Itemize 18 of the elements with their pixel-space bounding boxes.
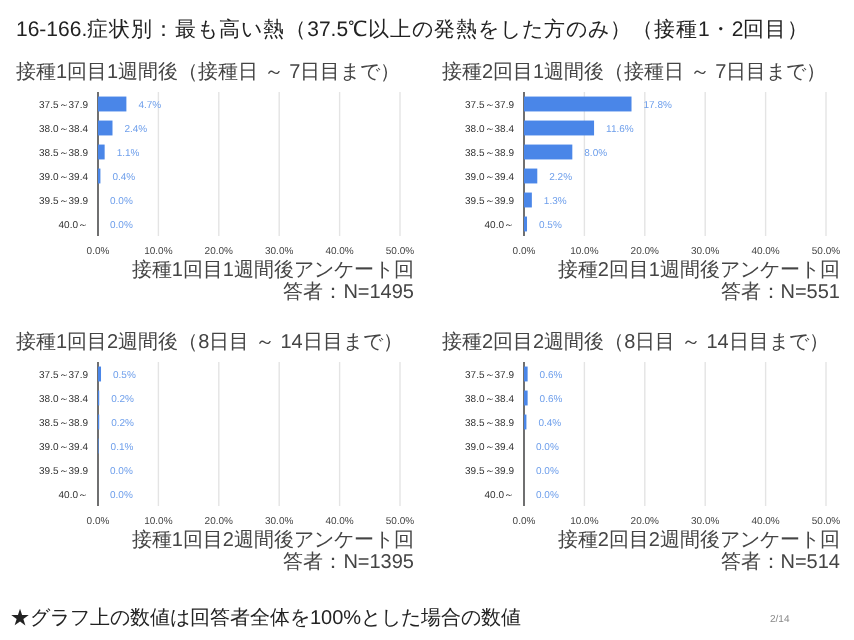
chart-title: 接種1回目1週間後（接種日 ～ 7日目まで） xyxy=(16,62,401,84)
bar xyxy=(524,96,632,112)
bar xyxy=(524,120,595,136)
text: 接種2回目1週間後アンケート回答者：N=551 xyxy=(555,260,840,304)
text: 接種2回目2週間後アンケート回答者：N=514 xyxy=(555,530,840,574)
chart-title: 接種2回目1週間後（接種日 ～ 7日目まで） xyxy=(442,62,827,84)
chart-title: 接種1回目2週間後（8日目 ～ 14日目まで） xyxy=(16,332,403,354)
bar xyxy=(524,168,538,184)
text: 接種1回目1週間後アンケート回答者：N=1495 xyxy=(129,260,414,304)
bar xyxy=(98,96,127,112)
bar xyxy=(524,192,532,208)
bar xyxy=(98,120,113,136)
bar xyxy=(524,144,573,160)
text: 接種1回目2週間後アンケート回答者：N=1395 xyxy=(129,530,414,574)
bar xyxy=(98,144,105,160)
chart-title: 接種2回目2週間後（8日目 ～ 14日目まで） xyxy=(442,332,829,354)
text: ★グラフ上の数値は回答者全体を100%とした場合の数値 xyxy=(10,608,522,630)
text: 16-166.症状別：最も高い熱（37.5℃以上の発熱をした方のみ）（接種1・2回目） xyxy=(16,18,810,42)
